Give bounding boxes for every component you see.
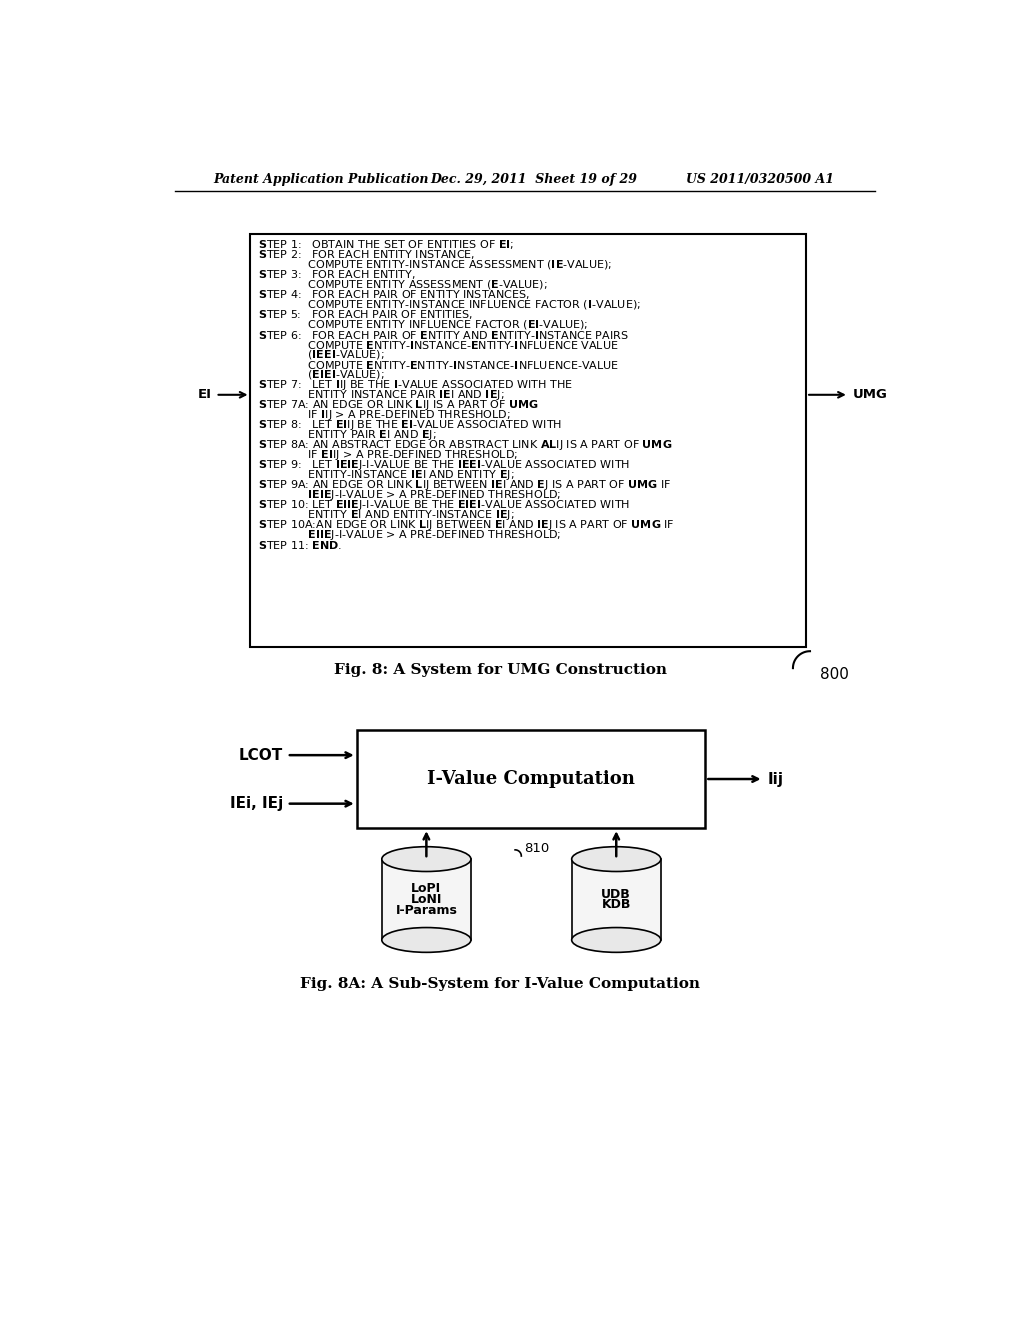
Text: LoPI: LoPI: [412, 882, 441, 895]
Text: Patent Application Publication: Patent Application Publication: [213, 173, 429, 186]
Text: COMPUTE ENTITY-INSTANCE INFLUENCE FACTOR ($\mathbf{I}$-VALUE);: COMPUTE ENTITY-INSTANCE INFLUENCE FACTOR…: [258, 298, 641, 312]
Text: $\mathbf{S}$TEP 7:   LET $\mathbf{I}$IJ BE THE $\mathbf{I}$-VALUE ASSOCIATED WIT: $\mathbf{S}$TEP 7: LET $\mathbf{I}$IJ BE…: [258, 378, 573, 392]
Text: Fig. 8A: A Sub-System for I-Value Computation: Fig. 8A: A Sub-System for I-Value Comput…: [300, 977, 700, 991]
Text: $\mathbf{IE}$$\mathbf{IE}$J-I-VALUE > A PRE-DEFINED THRESHOLD;: $\mathbf{IE}$$\mathbf{IE}$J-I-VALUE > A …: [258, 488, 561, 502]
Text: I-Params: I-Params: [395, 904, 458, 917]
Text: IF $\mathbf{I}$IJ > A PRE-DEFINED THRESHOLD;: IF $\mathbf{I}$IJ > A PRE-DEFINED THRESH…: [258, 408, 511, 422]
Ellipse shape: [382, 846, 471, 871]
Text: ENTITY INSTANCE PAIR $\mathbf{IE}$I AND $\mathbf{IE}$J;: ENTITY INSTANCE PAIR $\mathbf{IE}$I AND …: [258, 388, 505, 401]
Text: ENTITY-INSTANCE $\mathbf{IE}$I AND ENTITY $\mathbf{E}$J;: ENTITY-INSTANCE $\mathbf{IE}$I AND ENTIT…: [258, 467, 515, 482]
Text: $\mathbf{S}$TEP 5:   FOR EACH PAIR OF ENTITIES,: $\mathbf{S}$TEP 5: FOR EACH PAIR OF ENTI…: [258, 308, 473, 321]
Text: LCOT: LCOT: [239, 747, 283, 763]
Text: Dec. 29, 2011  Sheet 19 of 29: Dec. 29, 2011 Sheet 19 of 29: [430, 173, 637, 186]
Text: IF $\mathbf{EI}$IJ > A PRE-DEFINED THRESHOLD;: IF $\mathbf{EI}$IJ > A PRE-DEFINED THRES…: [258, 447, 518, 462]
Text: IEi, IEj: IEi, IEj: [229, 796, 283, 812]
Text: ($\mathbf{IEEI}$-VALUE);: ($\mathbf{IEEI}$-VALUE);: [258, 348, 385, 362]
Polygon shape: [382, 859, 471, 940]
FancyBboxPatch shape: [251, 234, 806, 647]
Text: UMG: UMG: [853, 388, 888, 401]
Polygon shape: [571, 859, 660, 940]
Text: COMPUTE $\mathbf{E}$NTITY-$\mathbf{E}$NTITY-$\mathbf{I}$NSTANCE-$\mathbf{I}$NFLU: COMPUTE $\mathbf{E}$NTITY-$\mathbf{E}$NT…: [258, 359, 620, 371]
Text: 800: 800: [820, 668, 849, 682]
Text: $\mathbf{S}$TEP 8:   LET $\mathbf{EI}$IJ BE THE $\mathbf{EI}$-VALUE ASSOCIATED W: $\mathbf{S}$TEP 8: LET $\mathbf{EI}$IJ B…: [258, 418, 562, 432]
Text: US 2011/0320500 A1: US 2011/0320500 A1: [686, 173, 834, 186]
Text: ENTITY PAIR $\mathbf{E}$I AND $\mathbf{E}$J;: ENTITY PAIR $\mathbf{E}$I AND $\mathbf{E…: [258, 428, 436, 442]
Text: COMPUTE $\mathbf{E}$NTITY-$\mathbf{I}$NSTANCE-$\mathbf{E}$NTITY-$\mathbf{I}$NFLU: COMPUTE $\mathbf{E}$NTITY-$\mathbf{I}$NS…: [258, 339, 618, 351]
Text: ($\mathbf{EIEI}$-VALUE);: ($\mathbf{EIEI}$-VALUE);: [258, 368, 385, 381]
Text: $\mathbf{S}$TEP 4:   FOR EACH PAIR OF ENTITY INSTANCES,: $\mathbf{S}$TEP 4: FOR EACH PAIR OF ENTI…: [258, 288, 530, 301]
Ellipse shape: [382, 928, 471, 952]
Ellipse shape: [571, 846, 660, 871]
Text: KDB: KDB: [601, 899, 631, 911]
Text: COMPUTE ENTITY INFLUENCE FACTOR ($\mathbf{EI}$-VALUE);: COMPUTE ENTITY INFLUENCE FACTOR ($\mathb…: [258, 318, 589, 331]
Text: COMPUTE ENTITY ASSESSMENT ($\mathbf{E}$-VALUE);: COMPUTE ENTITY ASSESSMENT ($\mathbf{E}$-…: [258, 279, 548, 292]
Text: $\mathbf{S}$TEP 6:   FOR EACH PAIR OF $\mathbf{E}$NTITY AND $\mathbf{E}$NTITY-$\: $\mathbf{S}$TEP 6: FOR EACH PAIR OF $\ma…: [258, 329, 629, 341]
Text: ENTITY $\mathbf{E}$I AND ENTITY-INSTANCE $\mathbf{IE}$J;: ENTITY $\mathbf{E}$I AND ENTITY-INSTANCE…: [258, 508, 515, 521]
Text: Iij: Iij: [767, 771, 783, 787]
Text: COMPUTE ENTITY-INSTANCE ASSESSMENT ($\mathbf{IE}$-VALUE);: COMPUTE ENTITY-INSTANCE ASSESSMENT ($\ma…: [258, 259, 612, 271]
Text: UDB: UDB: [601, 887, 631, 900]
Text: $\mathbf{EI}$$\mathbf{IE}$J-I-VALUE > A PRE-DEFINED THRESHOLD;: $\mathbf{EI}$$\mathbf{IE}$J-I-VALUE > A …: [258, 528, 561, 543]
Text: $\mathbf{S}$TEP 9A: AN EDGE OR LINK $\mathbf{L}$IJ BETWEEN $\mathbf{IE}$I AND $\: $\mathbf{S}$TEP 9A: AN EDGE OR LINK $\ma…: [258, 478, 672, 492]
Text: $\mathbf{S}$TEP 1:   OBTAIN THE SET OF ENTITIES OF $\mathbf{EI}$;: $\mathbf{S}$TEP 1: OBTAIN THE SET OF ENT…: [258, 238, 514, 251]
Text: $\mathbf{S}$TEP 3:   FOR EACH ENTITY,: $\mathbf{S}$TEP 3: FOR EACH ENTITY,: [258, 268, 416, 281]
Ellipse shape: [571, 928, 660, 952]
Text: Fig. 8: A System for UMG Construction: Fig. 8: A System for UMG Construction: [334, 664, 667, 677]
Text: $\mathbf{S}$TEP 7A: AN EDGE OR LINK $\mathbf{L}$IJ IS A PART OF $\mathbf{UMG}$: $\mathbf{S}$TEP 7A: AN EDGE OR LINK $\ma…: [258, 397, 539, 412]
Text: $\mathbf{S}$TEP 2:   FOR EACH ENTITY INSTANCE,: $\mathbf{S}$TEP 2: FOR EACH ENTITY INSTA…: [258, 248, 475, 261]
Text: $\mathbf{S}$TEP 10: LET $\mathbf{EI}$$\mathbf{IE}$J-I-VALUE BE THE $\mathbf{EIEI: $\mathbf{S}$TEP 10: LET $\mathbf{EI}$$\m…: [258, 498, 631, 512]
Text: LoNI: LoNI: [411, 894, 442, 906]
Text: EI: EI: [198, 388, 212, 401]
Text: $\mathbf{S}$TEP 10A:AN EDGE OR LINK $\mathbf{L}$IJ BETWEEN $\mathbf{E}$I AND $\m: $\mathbf{S}$TEP 10A:AN EDGE OR LINK $\ma…: [258, 517, 675, 532]
Text: $\mathbf{S}$TEP 11: $\mathbf{END}$.: $\mathbf{S}$TEP 11: $\mathbf{END}$.: [258, 539, 342, 550]
Text: $\mathbf{S}$TEP 9:   LET $\mathbf{IE}$$\mathbf{IE}$J-I-VALUE BE THE $\mathbf{IEE: $\mathbf{S}$TEP 9: LET $\mathbf{IE}$$\ma…: [258, 458, 631, 471]
Text: 810: 810: [524, 842, 550, 855]
Text: I-Value Computation: I-Value Computation: [427, 770, 635, 788]
FancyBboxPatch shape: [356, 730, 706, 829]
Text: $\mathbf{S}$TEP 8A: AN ABSTRACT EDGE OR ABSTRACT LINK $\mathbf{AL}$IJ IS A PART : $\mathbf{S}$TEP 8A: AN ABSTRACT EDGE OR …: [258, 438, 673, 451]
